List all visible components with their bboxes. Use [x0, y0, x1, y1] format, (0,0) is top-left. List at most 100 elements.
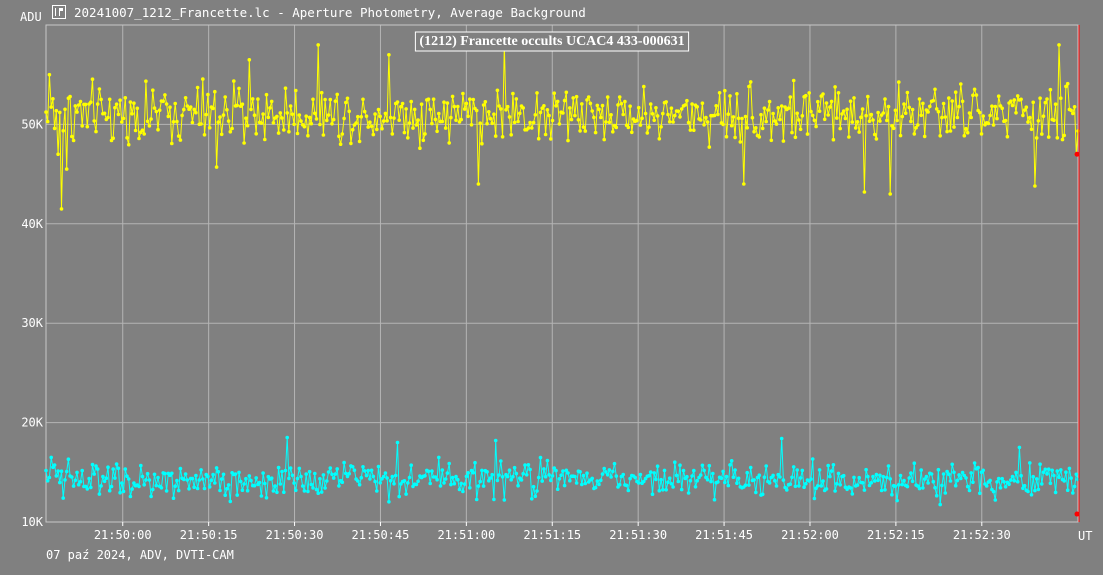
x-axis-label: UT	[1078, 529, 1092, 543]
data-point	[492, 497, 496, 502]
data-point	[106, 465, 110, 470]
data-point	[478, 479, 483, 484]
data-point	[595, 479, 600, 483]
data-point	[283, 468, 288, 473]
data-point	[709, 479, 713, 484]
data-point	[959, 476, 963, 481]
data-point	[107, 97, 112, 102]
data-point	[185, 478, 190, 482]
data-point	[1012, 479, 1017, 483]
data-point	[240, 488, 245, 493]
data-point	[485, 121, 489, 126]
data-point	[1045, 472, 1049, 476]
data-point	[345, 474, 350, 479]
data-point	[781, 139, 786, 143]
data-point	[955, 115, 960, 120]
data-point	[471, 97, 476, 102]
data-point	[762, 475, 767, 480]
data-point	[202, 133, 207, 137]
data-point	[793, 135, 798, 140]
data-point	[207, 485, 212, 489]
time-cursor[interactable]	[1074, 25, 1080, 522]
data-point	[170, 141, 174, 146]
data-point	[952, 125, 956, 129]
data-point	[376, 107, 381, 112]
data-point	[833, 489, 837, 493]
data-point	[574, 481, 579, 485]
data-point	[147, 124, 152, 128]
data-point	[817, 468, 822, 472]
data-point	[1031, 474, 1035, 479]
data-point	[294, 488, 298, 493]
data-point	[1015, 94, 1020, 98]
data-point	[381, 119, 386, 123]
data-point	[221, 113, 226, 117]
data-point	[950, 99, 954, 103]
data-point	[414, 482, 419, 487]
data-point	[557, 122, 562, 126]
data-point	[56, 469, 60, 473]
data-point	[147, 478, 152, 482]
data-point	[133, 128, 138, 133]
data-point	[897, 80, 901, 84]
lightcurve-app-icon[interactable]	[52, 5, 66, 19]
data-point	[829, 99, 834, 104]
data-point	[192, 485, 196, 490]
data-point	[163, 93, 167, 97]
data-point	[812, 118, 817, 123]
cursor-marker-comparison	[1074, 511, 1080, 517]
data-point	[554, 468, 558, 473]
data-point	[933, 87, 937, 92]
data-point	[461, 91, 465, 96]
data-point	[988, 113, 992, 118]
data-point	[988, 478, 992, 483]
data-point	[64, 469, 69, 474]
data-point	[552, 466, 556, 470]
data-point	[447, 141, 452, 145]
data-point	[903, 111, 908, 115]
data-point	[633, 475, 637, 480]
data-point	[742, 182, 746, 186]
data-point	[76, 103, 81, 107]
data-point	[964, 126, 968, 131]
data-point	[521, 471, 525, 476]
data-point	[659, 477, 663, 482]
data-point	[285, 111, 290, 115]
series-comparison	[44, 435, 1080, 507]
data-point	[778, 117, 782, 122]
data-point	[1019, 97, 1023, 102]
data-point	[714, 104, 718, 108]
data-point	[116, 112, 121, 117]
data-point	[833, 85, 837, 89]
data-point	[235, 493, 239, 497]
data-point	[416, 118, 420, 122]
data-point	[1053, 102, 1058, 106]
data-point	[44, 110, 48, 114]
data-point	[657, 137, 662, 141]
data-point	[762, 106, 767, 110]
data-point	[1069, 476, 1073, 480]
data-point	[536, 475, 541, 480]
data-point	[352, 468, 357, 473]
data-point	[259, 121, 264, 125]
data-point	[561, 469, 565, 473]
data-point	[910, 479, 915, 484]
data-point	[493, 134, 498, 138]
data-point	[481, 484, 486, 488]
data-point	[864, 467, 868, 472]
data-point	[1010, 474, 1015, 479]
data-point	[676, 109, 681, 113]
data-point	[607, 120, 612, 125]
data-point	[545, 108, 550, 112]
data-point	[795, 111, 799, 116]
data-point	[711, 471, 715, 476]
y-axis-label: ADU	[20, 10, 42, 24]
data-point	[655, 464, 660, 469]
data-point	[349, 141, 353, 146]
data-point	[64, 167, 69, 171]
data-point	[385, 476, 389, 480]
data-point	[113, 476, 117, 480]
data-point	[1069, 108, 1073, 113]
data-point	[304, 472, 309, 476]
